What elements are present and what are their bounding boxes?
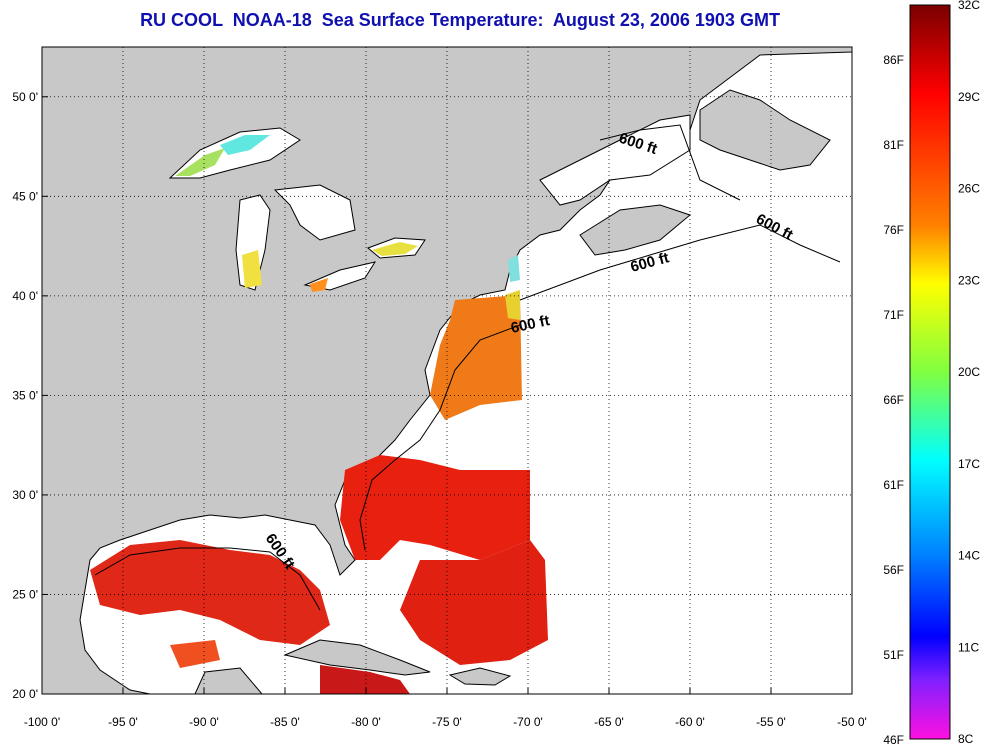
lat-tick-label: 35 0' xyxy=(12,388,38,402)
land-yucatan xyxy=(194,667,263,694)
sst-nj-coast xyxy=(505,290,520,320)
colorbar-celsius-labels: 32C 29C 26C 23C 20C 17C 14C 11C 8C xyxy=(958,0,980,746)
lat-tick-label: 45 0' xyxy=(12,189,38,203)
sst-midatlantic xyxy=(430,295,522,420)
lon-tick-label: -90 0' xyxy=(189,715,219,729)
lon-tick-label: -80 0' xyxy=(351,715,381,729)
lat-tick-label: 25 0' xyxy=(12,587,38,601)
colorbar-celsius-label: 17C xyxy=(958,457,980,471)
map-frame xyxy=(41,46,853,695)
lake-superior-sst xyxy=(175,148,225,176)
lon-tick-label: -85 0' xyxy=(270,715,300,729)
sst-southeast xyxy=(340,455,530,560)
colorbar-celsius-label: 20C xyxy=(958,365,980,379)
map-title: RU COOL NOAA-18 Sea Surface Temperature:… xyxy=(140,10,780,30)
lake-michigan-sst xyxy=(242,250,262,288)
colorbar-fahrenheit-labels: 86F 81F 76F 71F 66F 61F 56F 51F 46F xyxy=(883,53,904,747)
land-cuba xyxy=(283,639,431,676)
land-nova-scotia xyxy=(579,204,692,256)
sst-yucatan-sea xyxy=(170,640,220,668)
lon-tick-label: -55 0' xyxy=(756,715,786,729)
lon-tick-label: -70 0' xyxy=(513,715,543,729)
gulf-st-lawrence xyxy=(539,114,691,206)
colorbar-celsius-label: 29C xyxy=(958,90,980,104)
land-hispaniola xyxy=(448,667,512,686)
sst-gulf-mexico xyxy=(90,540,330,645)
colorbar-fahrenheit-label: 46F xyxy=(883,733,904,747)
colorbar-celsius-label: 11C xyxy=(958,640,979,654)
contour-600ft-gulf xyxy=(94,547,321,611)
lake-huron xyxy=(273,184,356,241)
lat-tick-label: 30 0' xyxy=(12,488,38,502)
colorbar-celsius-label: 26C xyxy=(958,182,980,196)
lat-tick-label: 50 0' xyxy=(12,90,38,104)
colorbar-fahrenheit-label: 56F xyxy=(883,563,904,577)
colorbar-celsius-label: 23C xyxy=(958,273,980,287)
colorbar-fahrenheit-label: 71F xyxy=(883,308,904,322)
colorbar-fahrenheit-label: 81F xyxy=(883,138,904,152)
sst-gulf-maine xyxy=(508,255,520,282)
lat-tick-label: 40 0' xyxy=(12,289,38,303)
latitude-labels: 50 0' 45 0' 40 0' 35 0' 30 0' 25 0' 20 0' xyxy=(12,90,38,701)
colorbar xyxy=(909,4,951,740)
contour-600ft-northeast xyxy=(519,224,841,301)
lake-superior-sst2 xyxy=(220,135,270,155)
contour-600ft-southeast xyxy=(359,324,521,551)
colorbar-fahrenheit-label: 76F xyxy=(883,223,904,237)
sst-caribbean xyxy=(400,540,548,665)
lat-tick-label: 20 0' xyxy=(12,687,38,701)
lon-tick-label: -75 0' xyxy=(432,715,462,729)
lon-tick-label: -100 0' xyxy=(24,715,60,729)
lon-tick-label: -60 0' xyxy=(675,715,705,729)
lon-tick-label: -95 0' xyxy=(108,715,138,729)
sst-caribbean-south xyxy=(320,665,410,694)
colorbar-celsius-label: 14C xyxy=(958,549,980,563)
lake-ontario-sst xyxy=(372,242,418,256)
colorbar-fahrenheit-label: 61F xyxy=(883,478,904,492)
lake-erie-sst xyxy=(310,278,328,292)
lon-tick-label: -50 0' xyxy=(837,715,867,729)
longitude-labels: -100 0' -95 0' -90 0' -85 0' -80 0' -75 0' -70… xyxy=(24,715,867,729)
colorbar-fahrenheit-label: 66F xyxy=(883,393,904,407)
colorbar-fahrenheit-label: 86F xyxy=(883,53,904,67)
colorbar-celsius-label: 8C xyxy=(958,732,974,746)
contour-600ft-stlawrence xyxy=(599,124,741,201)
colorbar-celsius-label: 32C xyxy=(958,0,980,12)
colorbar-fahrenheit-label: 51F xyxy=(883,648,904,662)
lon-tick-label: -65 0' xyxy=(594,715,624,729)
